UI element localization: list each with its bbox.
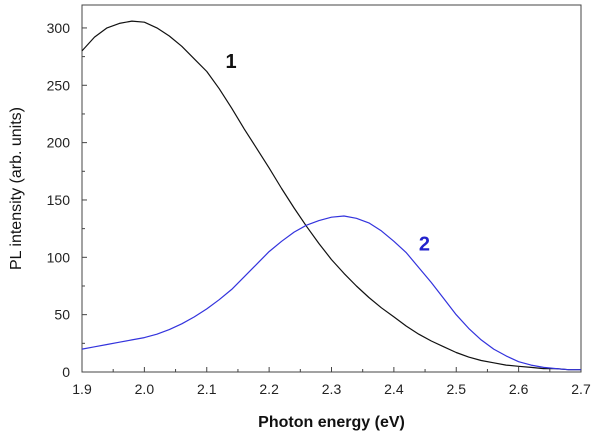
x-tick-label: 2.7 [571, 381, 591, 397]
y-tick-label: 300 [47, 20, 71, 36]
series-label-2: 2 [419, 233, 430, 255]
y-tick-label: 100 [47, 249, 71, 265]
series-line-1 [81, 20, 581, 371]
series-layer [81, 20, 581, 371]
y-axis: 0 50 100 150 200 250 300 [47, 20, 87, 380]
x-tick-label: 2.5 [447, 381, 467, 397]
y-tick-label: 150 [47, 192, 71, 208]
y-tick-label: 200 [47, 135, 71, 151]
x-tick-label: 2.4 [384, 381, 404, 397]
x-axis: 1.9 2.0 2.1 2.2 2.3 2.4 2.5 2.6 2.7 [72, 367, 591, 397]
series-line-2 [81, 215, 581, 371]
annotation-layer: 12 [225, 51, 429, 255]
y-axis-title: PL intensity (arb. units) [8, 107, 25, 270]
x-tick-label: 2.1 [197, 381, 217, 397]
x-axis-title: Photon energy (eV) [258, 414, 405, 431]
x-tick-label: 1.9 [72, 381, 92, 397]
series-label-1: 1 [225, 51, 236, 73]
y-tick-label: 50 [54, 307, 70, 323]
x-tick-label: 2.0 [135, 381, 155, 397]
y-tick-label: 0 [62, 364, 70, 380]
plot-frame [81, 4, 582, 373]
y-tick-label: 250 [47, 77, 71, 93]
x-tick-label: 2.3 [322, 381, 342, 397]
x-tick-label: 2.2 [259, 381, 279, 397]
x-tick-label: 2.6 [509, 381, 529, 397]
plot-area [81, 4, 582, 373]
